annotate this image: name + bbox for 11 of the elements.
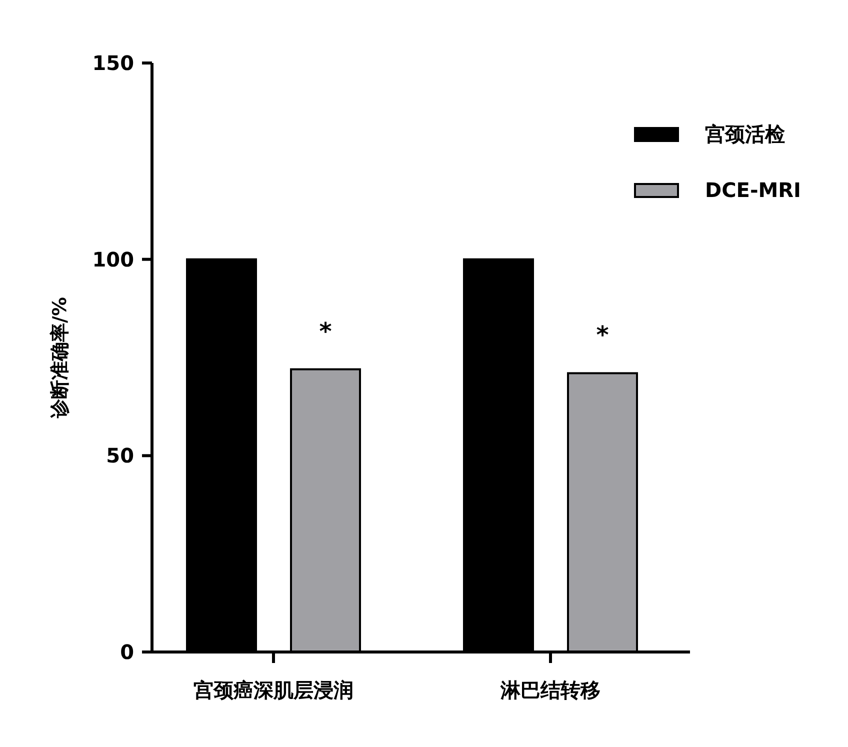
legend-label: DCE-MRI bbox=[705, 178, 801, 202]
y-tick-label: 100 bbox=[92, 247, 134, 272]
annotation: * bbox=[596, 321, 610, 350]
x-tick-label: 淋巴结转移 bbox=[500, 678, 600, 702]
legend-label: 宫颈活检 bbox=[705, 122, 786, 146]
x-tick-label: 宫颈癌深肌层浸润 bbox=[194, 678, 354, 702]
y-tick-label: 150 bbox=[92, 51, 134, 75]
y-tick-label: 50 bbox=[106, 444, 134, 468]
y-axis-title: 诊断准确率/% bbox=[49, 297, 71, 419]
y-tick-label: 0 bbox=[120, 640, 134, 664]
annotation: * bbox=[319, 317, 332, 346]
